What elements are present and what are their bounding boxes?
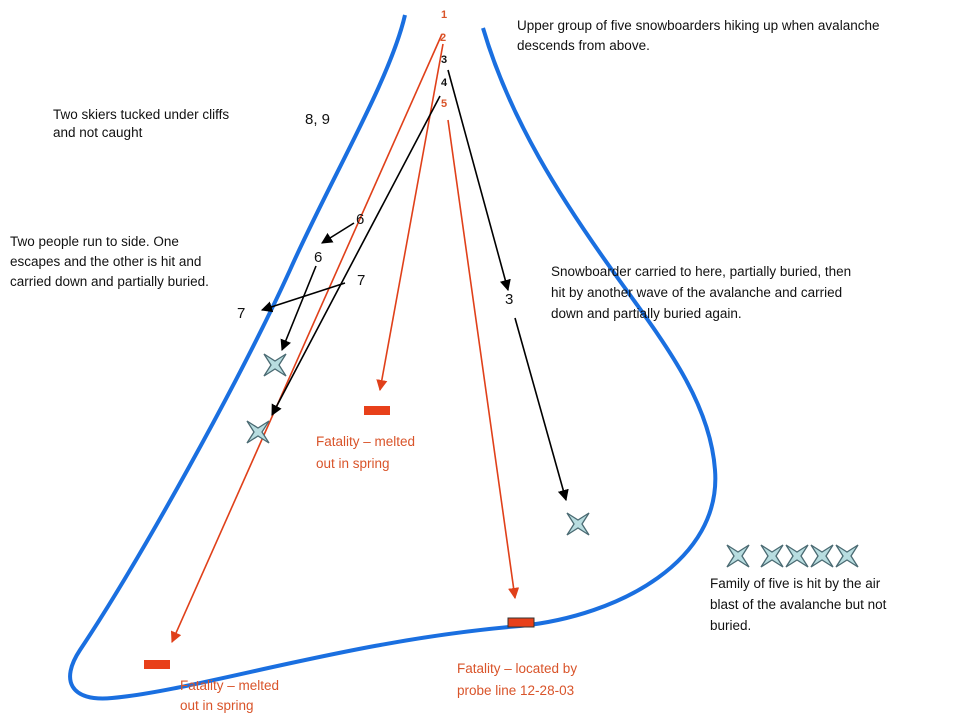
- arrow: [447, 119, 520, 600]
- note-line: blast of the avalanche but not: [710, 597, 887, 612]
- star: [835, 544, 859, 568]
- note-line: carried down and partially buried.: [10, 274, 209, 289]
- arrow: [271, 95, 441, 416]
- note-line: Family of five is hit by the air: [710, 576, 881, 591]
- arrow: [321, 222, 355, 244]
- path-label: 7: [357, 272, 365, 289]
- fatality-marker: [364, 406, 390, 415]
- star: [726, 544, 750, 568]
- note-line: descends from above.: [517, 38, 650, 53]
- arrow: [260, 282, 346, 313]
- path-label: 3: [505, 291, 513, 308]
- fatality-marker: [144, 660, 170, 669]
- path-label: 6: [314, 249, 322, 266]
- group-number: 3: [441, 54, 447, 66]
- note-line: escapes and the other is hit and: [10, 254, 201, 269]
- arrow: [514, 317, 569, 502]
- note-line: and not caught: [53, 125, 143, 140]
- arrow: [376, 43, 444, 392]
- note-line: Fatality – melted: [316, 434, 415, 449]
- star: [263, 353, 287, 377]
- note-line: down and partially buried again.: [551, 306, 742, 321]
- star: [810, 544, 834, 568]
- group-numbers: 1 2 3 4 5: [440, 9, 448, 110]
- arrow: [170, 33, 443, 644]
- note-line: out in spring: [316, 456, 390, 471]
- note-line: Fatality – located by: [457, 661, 577, 676]
- victim-markers: [144, 353, 859, 669]
- note-line: Upper group of five snowboarders hiking …: [517, 18, 879, 33]
- group-number: 4: [441, 77, 448, 89]
- star: [760, 544, 784, 568]
- note-line: Snowboarder carried to here, partially b…: [551, 264, 851, 279]
- path-label: 7: [237, 305, 245, 322]
- star: [785, 544, 809, 568]
- fatality-marker: [507, 617, 535, 628]
- arrow: [280, 265, 317, 352]
- note-line: Two skiers tucked under cliffs: [53, 107, 229, 122]
- note-line: hit by another wave of the avalanche and…: [551, 285, 842, 300]
- star: [566, 512, 590, 536]
- note-line: probe line 12-28-03: [457, 683, 574, 698]
- path-label: 8, 9: [305, 111, 330, 128]
- note-line: Two people run to side. One: [10, 234, 179, 249]
- arrows: [170, 33, 569, 644]
- group-number: 5: [441, 98, 447, 110]
- arrow: [447, 69, 511, 292]
- path-labels: 8, 9 6 6 7 7 3: [237, 111, 513, 322]
- group-number: 2: [440, 32, 446, 44]
- note-line: Fatality – melted: [180, 678, 279, 693]
- note-line: out in spring: [180, 698, 254, 713]
- notes: Upper group of five snowboarders hiking …: [10, 18, 887, 713]
- group-number: 1: [441, 9, 447, 21]
- note-line: buried.: [710, 618, 751, 633]
- path-label: 6: [356, 211, 364, 228]
